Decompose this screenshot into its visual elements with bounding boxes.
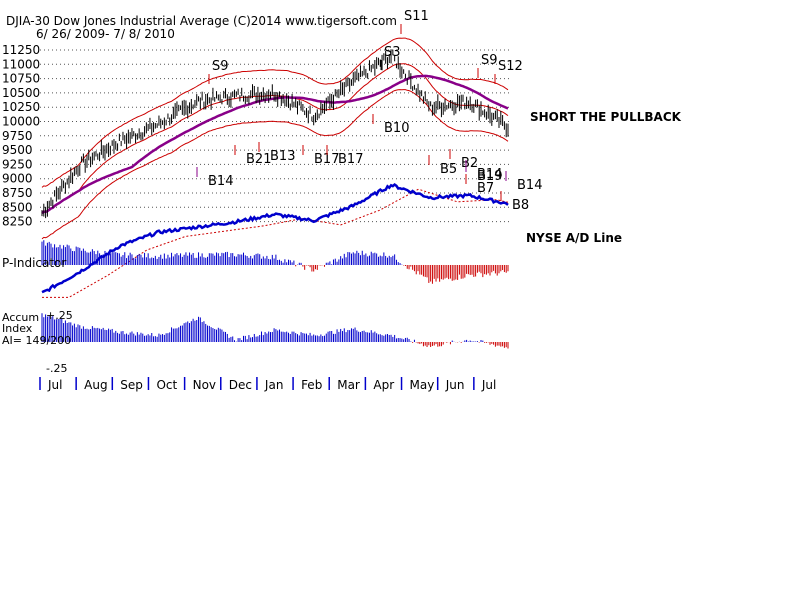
signal-label: B13	[270, 149, 295, 164]
price-tick-label: 10250	[2, 100, 40, 114]
signal-label: B14	[517, 178, 542, 193]
price-tick-label: 10000	[2, 115, 40, 129]
month-label: Jul	[481, 378, 496, 392]
signal-label: B14	[477, 167, 502, 182]
month-label: Oct	[156, 378, 177, 392]
signal-label: B10	[384, 121, 409, 136]
price-tick-label: 8250	[2, 215, 33, 229]
price-tick-label: 9250	[2, 157, 33, 171]
signal-label: B19	[477, 169, 502, 184]
month-axis: Jul Aug Sep Oct Nov Dec Jan Feb Mar Apr May Jun Jul	[38, 377, 515, 392]
month-label: Apr	[373, 378, 394, 392]
month-label: Nov	[193, 378, 216, 392]
signal-label: S12	[498, 59, 523, 74]
signal-label: B5	[440, 162, 457, 177]
month-label: Mar	[337, 378, 360, 392]
moving-average-50	[41, 74, 509, 215]
accum-top-tick: +.25	[46, 309, 73, 322]
price-axis: 1125011000107501050010250100009750950092…	[2, 43, 40, 229]
signal-label: B14	[208, 174, 233, 189]
month-label: Jun	[445, 378, 465, 392]
ai-value-label: AI= 149/200	[2, 334, 71, 347]
month-label: Sep	[120, 378, 143, 392]
month-label: Jul	[47, 378, 62, 392]
month-label: Aug	[84, 378, 107, 392]
advice-label: SHORT THE PULLBACK	[530, 110, 682, 124]
signal-label: S9	[212, 59, 229, 74]
signal-label: B7	[477, 181, 494, 196]
ad-line-series	[41, 183, 509, 294]
signal-label: B21	[246, 152, 271, 167]
signal-label: B17	[338, 152, 363, 167]
month-label: Jan	[264, 378, 284, 392]
price-tick-label: 10750	[2, 72, 40, 86]
chart-title: DJIA-30 Dow Jones Industrial Average (C)…	[6, 14, 397, 28]
price-bands	[41, 37, 509, 240]
signal-label: S11	[404, 9, 429, 24]
month-label: Feb	[301, 378, 322, 392]
index-label: Index	[2, 322, 33, 335]
month-label: Dec	[229, 378, 252, 392]
price-tick-label: 8500	[2, 200, 33, 214]
signal-label: S3	[384, 45, 401, 60]
price-tick-label: 9500	[2, 143, 33, 157]
signal-label: S9	[481, 53, 498, 68]
accum-index-histogram	[41, 313, 509, 349]
upper-band	[41, 37, 509, 188]
price-tick-label: 10500	[2, 86, 40, 100]
price-tick-label: 11250	[2, 43, 40, 57]
lower-band	[41, 89, 509, 240]
moving-average-21	[41, 63, 509, 214]
chart-date-range: 6/ 26/ 2009- 7/ 8/ 2010	[36, 27, 175, 41]
accum-label: Accum	[2, 311, 39, 324]
ad-line	[41, 183, 509, 298]
p-indicator-label: P-Indicator	[2, 256, 66, 270]
price-tick-label: 11000	[2, 57, 40, 71]
price-tick-label: 9750	[2, 129, 33, 143]
accum-bottom-tick: -.25	[46, 362, 67, 375]
p-indicator-histogram	[41, 240, 509, 284]
signal-label: B2	[461, 156, 478, 171]
ad-line-label: NYSE A/D Line	[526, 231, 622, 245]
signal-label: B17	[314, 152, 339, 167]
ad-line-ma	[42, 188, 509, 298]
price-tick-label: 9000	[2, 172, 33, 186]
price-bars	[41, 49, 509, 219]
signal-label: B8	[512, 198, 529, 213]
month-label: May	[410, 378, 435, 392]
price-tick-label: 8750	[2, 186, 33, 200]
